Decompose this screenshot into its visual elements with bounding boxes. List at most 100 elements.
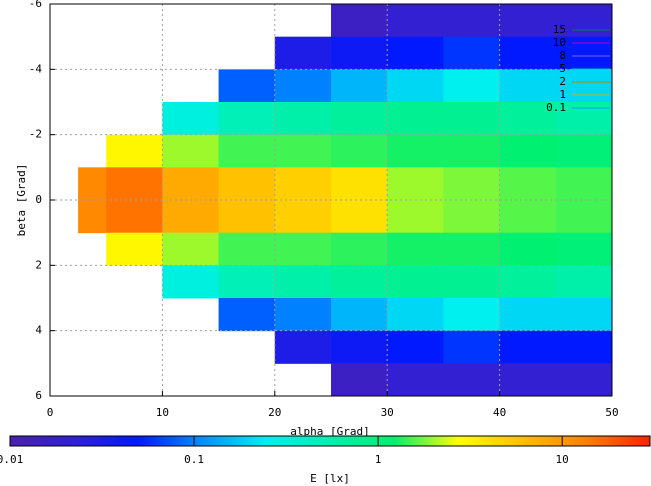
x-tick-label: 30	[381, 406, 394, 419]
heat-cell	[274, 330, 332, 364]
heat-cell	[331, 102, 388, 136]
heat-cell	[331, 298, 388, 332]
heat-cell	[274, 298, 332, 332]
heat-cell	[555, 330, 613, 364]
heat-cell	[555, 232, 613, 266]
colorbar-label: E [lx]	[310, 472, 350, 485]
heat-cell	[387, 102, 444, 136]
heat-cell	[387, 298, 444, 332]
heat-cell	[499, 36, 557, 70]
heat-cell	[162, 265, 220, 299]
heat-cell	[555, 265, 613, 299]
heat-cell	[443, 265, 501, 299]
legend-label: 1	[559, 88, 566, 101]
heat-cell	[499, 363, 557, 397]
heat-cell	[555, 36, 613, 70]
heat-cell	[331, 363, 388, 397]
heat-cell	[443, 232, 501, 266]
heat-cell	[274, 69, 332, 103]
heat-cell	[387, 232, 444, 266]
y-tick-label: 0	[35, 193, 42, 206]
heat-cell	[162, 134, 220, 168]
heat-cell	[331, 36, 388, 70]
heat-cell	[555, 134, 613, 168]
heat-cell	[555, 298, 613, 332]
legend-label: 8	[559, 49, 566, 62]
heat-cell	[218, 265, 276, 299]
y-tick-label: 4	[35, 324, 42, 337]
heat-cell	[555, 4, 613, 38]
colorbar-tick-label: 0.1	[184, 453, 204, 466]
heat-cell	[443, 36, 501, 70]
heat-cell	[443, 363, 501, 397]
legend-label: 0.1	[546, 101, 566, 114]
heat-cell	[499, 330, 557, 364]
heat-cell	[387, 167, 444, 201]
legend-label: 15	[553, 23, 566, 36]
heat-cell	[162, 102, 220, 136]
heat-cell	[218, 167, 276, 201]
heat-cell	[274, 167, 332, 201]
heat-cell	[443, 330, 501, 364]
heat-cell	[443, 69, 501, 103]
y-tick-label: 6	[35, 389, 42, 402]
legend-label: 5	[559, 62, 566, 75]
heat-cell	[387, 363, 444, 397]
heat-cell	[387, 265, 444, 299]
colorbar-tick-label: 10	[556, 453, 569, 466]
x-tick-label: 50	[605, 406, 618, 419]
heat-cell	[443, 167, 501, 201]
heat-cell	[274, 134, 332, 168]
plot-frame	[49, 3, 613, 397]
heat-cell	[499, 298, 557, 332]
heat-cell	[274, 265, 332, 299]
heat-cell	[218, 200, 276, 234]
heat-cell	[331, 330, 388, 364]
heat-cell	[78, 200, 107, 234]
heat-cell	[387, 4, 444, 38]
heat-cell	[331, 232, 388, 266]
colorbar-tick-label: 0.01	[0, 453, 23, 466]
heat-cell	[387, 200, 444, 234]
heat-cell	[331, 167, 388, 201]
heat-cell	[499, 4, 557, 38]
heat-cell	[443, 4, 501, 38]
heat-cell	[106, 232, 163, 266]
heat-cell	[443, 102, 501, 136]
heat-cell	[499, 232, 557, 266]
heat-cell	[274, 200, 332, 234]
colorbar-tick-label: 1	[375, 453, 382, 466]
heat-cell	[274, 232, 332, 266]
heat-cell	[443, 200, 501, 234]
heat-cell	[555, 167, 613, 201]
heat-cell	[274, 102, 332, 136]
heat-cell	[106, 200, 163, 234]
heat-cell	[331, 4, 388, 38]
x-tick-label: 40	[493, 406, 506, 419]
heat-cell	[387, 36, 444, 70]
heat-cell	[162, 200, 220, 234]
x-tick-label: 0	[47, 406, 54, 419]
heat-cell	[218, 134, 276, 168]
heat-cell	[78, 167, 107, 201]
x-tick-label: 20	[268, 406, 281, 419]
y-tick-label: -6	[29, 0, 42, 10]
heat-cell	[162, 232, 220, 266]
heat-cell	[499, 69, 557, 103]
heat-cell	[162, 167, 220, 201]
heat-cell	[331, 200, 388, 234]
heat-cell	[499, 200, 557, 234]
heat-cell	[387, 330, 444, 364]
heat-cell	[499, 167, 557, 201]
x-tick-label: 10	[156, 406, 169, 419]
heat-cell	[387, 69, 444, 103]
x-axis-label: alpha [Grad]	[290, 425, 369, 438]
heat-cell	[218, 298, 276, 332]
heat-cell	[555, 69, 613, 103]
heat-cell	[218, 102, 276, 136]
y-tick-label: -2	[29, 128, 42, 141]
heat-cell	[331, 265, 388, 299]
heat-cell	[499, 134, 557, 168]
heat-cell	[499, 265, 557, 299]
